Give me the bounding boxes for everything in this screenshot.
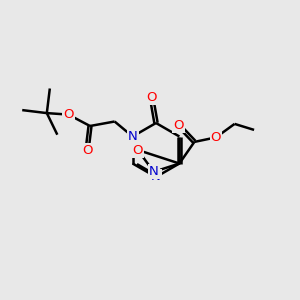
Text: O: O (173, 119, 184, 132)
Text: O: O (82, 144, 92, 157)
Text: N: N (149, 165, 159, 178)
Text: O: O (146, 91, 157, 104)
Text: N: N (128, 130, 137, 143)
Text: N: N (151, 170, 161, 184)
Text: O: O (133, 143, 143, 157)
Text: O: O (63, 108, 74, 121)
Text: O: O (211, 131, 221, 144)
